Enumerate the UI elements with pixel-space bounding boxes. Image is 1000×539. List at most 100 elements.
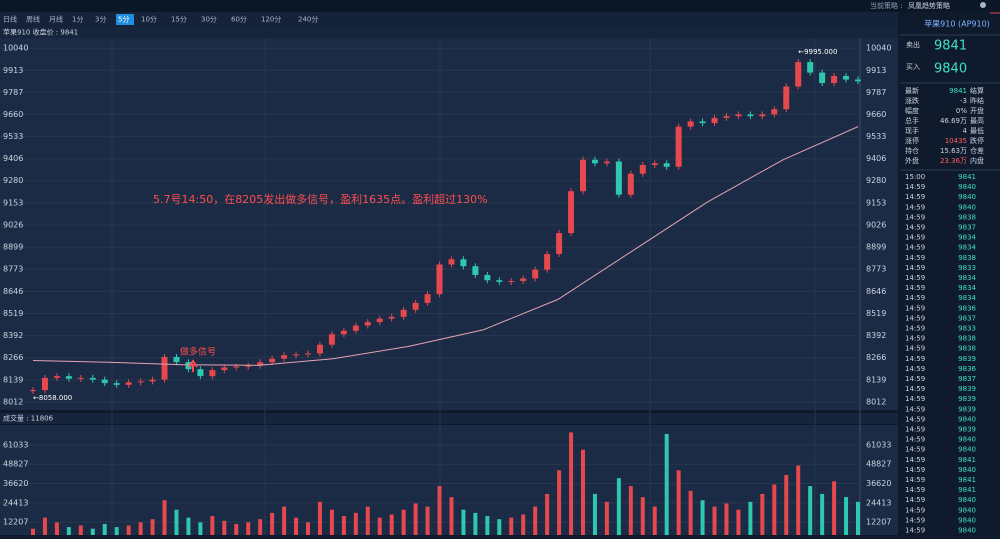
tick-price: 9840: [958, 446, 976, 454]
stat-value: -3: [960, 97, 967, 105]
volume-panel: [0, 425, 898, 535]
volume-bar: [150, 519, 155, 535]
candle: [149, 379, 156, 382]
tab[interactable]: 1分: [72, 15, 83, 24]
tick-price: 9841: [958, 173, 976, 181]
tick-price: 9839: [958, 385, 976, 393]
volume-bar: [784, 475, 789, 535]
y-tick-label-left: 8773: [3, 265, 23, 274]
tab[interactable]: 120分: [261, 15, 281, 24]
volume-bar: [102, 523, 107, 535]
tick-price: 9836: [958, 365, 976, 373]
y-tick-label-left: 24413: [3, 498, 28, 507]
strategy[interactable]: 凤凰趋势策略: [908, 1, 950, 10]
volume-bar: [832, 481, 837, 535]
volume-bar: [365, 506, 370, 535]
volume-bar: [820, 493, 825, 535]
candle: [245, 365, 252, 367]
y-tick-label: 9787: [866, 88, 886, 97]
candle: [400, 309, 407, 317]
tick-price: 9834: [958, 234, 976, 242]
volume-bar: [437, 486, 442, 535]
candle: [687, 121, 694, 127]
y-tick-label-left: 9406: [3, 154, 23, 163]
stat-label: 最新: [905, 86, 919, 95]
candle: [328, 334, 335, 345]
candle: [496, 280, 503, 282]
y-tick-label: 9533: [866, 132, 886, 141]
tab[interactable]: 周线: [26, 15, 40, 24]
y-tick-label-left: 9280: [3, 176, 23, 185]
y-tick-label-left: 8646: [3, 287, 23, 296]
tab[interactable]: 3分: [95, 15, 106, 24]
tab[interactable]: 10分: [141, 15, 157, 24]
volume-bar: [533, 506, 538, 535]
tab[interactable]: 日线: [3, 15, 17, 24]
tick-time: 14:59: [905, 456, 925, 464]
tick-time: 14:59: [905, 274, 925, 282]
candle: [233, 366, 240, 368]
tick-time: 14:59: [905, 466, 925, 474]
stat-label: 总手: [905, 116, 919, 125]
tick-time: 14:59: [905, 486, 925, 494]
y-tick-label: 61033: [866, 440, 891, 449]
tick-time: 14:59: [905, 304, 925, 312]
candle: [735, 114, 742, 117]
y-tick-label-left: 9660: [3, 110, 23, 119]
candle: [615, 161, 622, 195]
candle: [424, 294, 431, 303]
y-tick-label: 9280: [866, 176, 886, 185]
tick-time: 14:59: [905, 203, 925, 211]
tick-price: 9837: [958, 375, 976, 383]
y-tick-label-left: 9026: [3, 221, 23, 230]
volume-bar: [473, 512, 478, 535]
candle: [532, 269, 539, 279]
candle: [508, 281, 515, 283]
candle: [472, 266, 479, 275]
volume-bar: [592, 493, 597, 535]
candle: [843, 76, 850, 80]
stat-label: 最低: [970, 126, 984, 135]
tick-time: 14:59: [905, 375, 925, 383]
stat-value: 0%: [956, 107, 967, 115]
volume-bar: [198, 522, 203, 535]
volume-bar: [341, 516, 346, 535]
stat-value: 15.63万: [940, 147, 967, 155]
volume-bar: [210, 516, 215, 535]
candle: [101, 379, 108, 384]
candle: [591, 159, 598, 164]
tab[interactable]: 5分: [118, 15, 129, 24]
tab[interactable]: 60分: [231, 15, 247, 24]
candle: [257, 362, 264, 366]
y-tick-label: 8139: [866, 375, 886, 384]
candle: [376, 318, 383, 323]
tick-price: 9840: [958, 516, 976, 524]
tab-bar: [0, 12, 898, 27]
candle: [293, 354, 300, 356]
tab[interactable]: 30分: [201, 15, 217, 24]
user-icon[interactable]: [980, 2, 986, 8]
tick-time: 14:59: [905, 254, 925, 262]
candle: [639, 165, 646, 174]
stat-label: 仓差: [970, 146, 984, 155]
tab[interactable]: 15分: [171, 15, 187, 24]
volume-bar: [796, 465, 801, 535]
tab[interactable]: 240分: [298, 15, 318, 24]
tick-price: 9834: [958, 284, 976, 292]
tick-price: 9839: [958, 405, 976, 413]
tick-price: 9836: [958, 304, 976, 312]
y-tick-label-left: 48827: [3, 460, 28, 469]
y-tick-label: 8773: [866, 265, 886, 274]
strategy-label: 当前策略 :: [870, 1, 903, 10]
tick-time: 14:59: [905, 224, 925, 232]
volume-bar: [377, 517, 382, 535]
tick-time: 14:59: [905, 426, 925, 434]
tick-time: 14:59: [905, 476, 925, 484]
candle: [568, 191, 575, 234]
candle: [436, 264, 443, 295]
tick-time: 14:59: [905, 395, 925, 403]
tab[interactable]: 月线: [49, 15, 63, 24]
y-tick-label-left: 8899: [3, 243, 23, 252]
tick-time: 14:59: [905, 314, 925, 322]
y-tick-label: 8519: [866, 309, 886, 318]
